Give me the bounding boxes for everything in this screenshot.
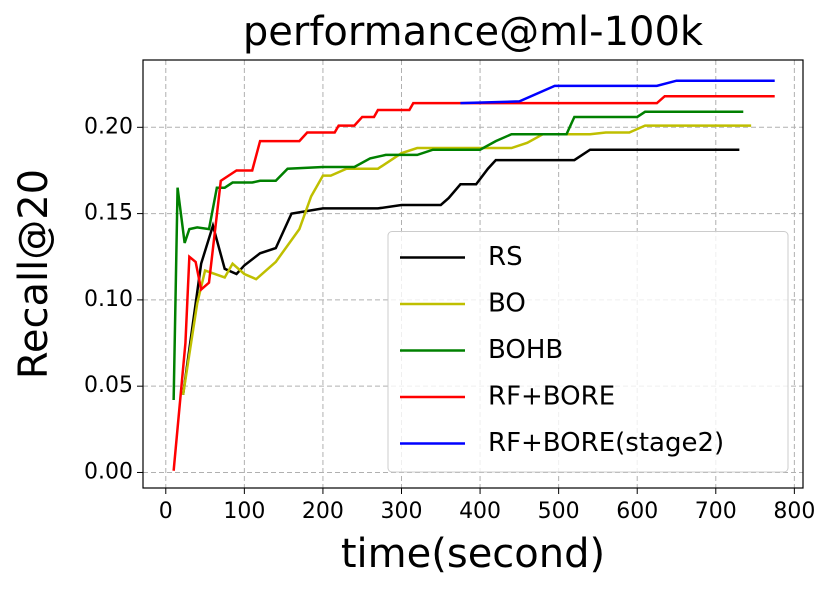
y-tick-label: 0.05 [84, 373, 133, 398]
x-tick-label: 100 [223, 499, 265, 524]
y-tick-label: 0.00 [84, 459, 133, 484]
x-tick-label: 400 [459, 499, 501, 524]
x-tick-label: 700 [695, 499, 737, 524]
y-tick-label: 0.20 [84, 114, 133, 139]
x-tick-label: 0 [159, 499, 173, 524]
x-tick-label: 300 [381, 499, 423, 524]
legend-label: RF+BORE(stage2) [488, 428, 724, 458]
y-tick-label: 0.10 [84, 287, 133, 312]
series-line [172, 110, 744, 401]
legend-label: RS [488, 242, 523, 272]
x-axis-label: time(second) [341, 531, 605, 577]
legend-label: BO [488, 289, 526, 319]
x-tick-label: 600 [616, 499, 658, 524]
x-tick-label: 800 [773, 499, 815, 524]
legend-box [387, 231, 789, 473]
chart-title: performance@ml-100k [243, 9, 704, 55]
series-line [460, 79, 775, 105]
x-tick-label: 500 [538, 499, 580, 524]
plot-frame [142, 59, 804, 489]
y-axis-label: Recall@20 [11, 169, 57, 379]
series-line [172, 94, 775, 471]
y-tick-label: 0.15 [84, 201, 133, 226]
legend-label: RF+BORE [488, 382, 615, 412]
series-line [181, 124, 752, 395]
legend-label: BOHB [488, 335, 563, 365]
x-tick-label: 200 [302, 499, 344, 524]
